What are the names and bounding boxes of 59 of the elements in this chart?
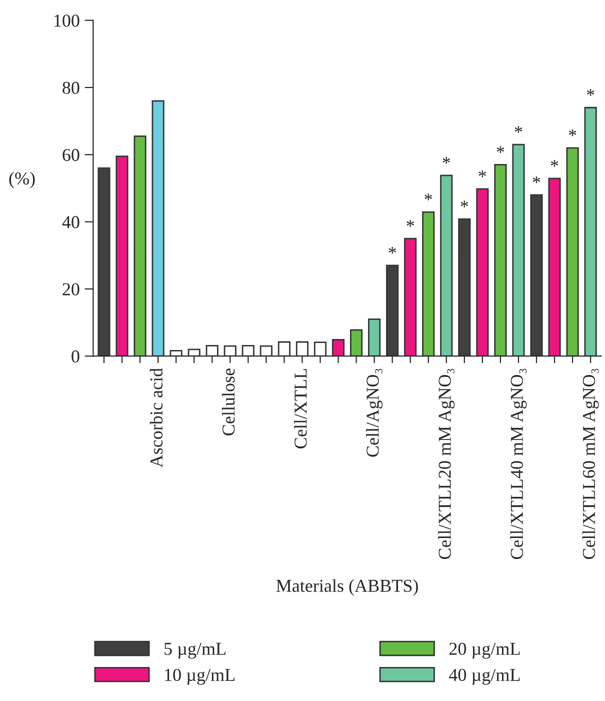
data-label: *: [388, 247, 396, 254]
bar: [476, 188, 489, 356]
bar: [386, 264, 399, 356]
data-label: *: [568, 129, 576, 136]
bar: [152, 100, 164, 356]
y-tick-label: 100: [54, 14, 80, 27]
data-label: *: [442, 157, 450, 164]
x-tick-label: Cell/AgNO₃: [366, 368, 383, 457]
bar: [422, 211, 435, 356]
data-label: *: [424, 194, 432, 200]
data-label: *: [586, 89, 594, 96]
bar: [548, 178, 561, 356]
bar: [368, 318, 381, 356]
legend-label: 5 µg/mL: [164, 642, 226, 659]
data-label: *: [550, 160, 558, 167]
bar: [116, 156, 128, 356]
x-tick-label: Cell/XTLL: [294, 368, 307, 448]
bar: [584, 106, 597, 356]
bar: [224, 345, 236, 356]
bar: [404, 238, 417, 356]
bar: [314, 342, 327, 356]
bar: [458, 218, 471, 356]
bar: [98, 167, 110, 356]
legend-label: 20 µg/mL: [449, 642, 520, 659]
data-label: *: [532, 176, 540, 184]
x-tick-label: Ascorbic acid: [150, 368, 163, 468]
bar: [350, 329, 363, 356]
bar: [206, 345, 218, 356]
legend-label: 10 µg/mL: [165, 668, 235, 685]
y-axis-title: (%): [9, 172, 35, 188]
bar: [332, 338, 345, 356]
bar: [242, 345, 254, 356]
data-label: *: [406, 220, 414, 227]
x-tick-label: Cell/XTLL40 mM AgNO₃: [510, 368, 527, 560]
legend-label: 40 µg/mL: [449, 668, 520, 685]
data-label: *: [478, 170, 486, 178]
y-tick-label: 80: [62, 82, 80, 94]
bar: [260, 345, 272, 356]
y-tick-label: 40: [62, 216, 80, 228]
x-axis-title: Materials (ABBTS): [276, 579, 418, 596]
bar: [530, 194, 543, 356]
y-tick-label: 60: [62, 148, 80, 162]
bar: [494, 164, 507, 356]
y-tick-label: 0: [72, 350, 80, 363]
bar: [512, 144, 525, 356]
y-tick-label: 20: [62, 283, 80, 296]
data-label: *: [514, 126, 522, 133]
data-label: *: [460, 200, 468, 208]
bar: [566, 147, 579, 356]
bar: [278, 341, 290, 356]
bar: [296, 341, 308, 356]
x-tick-label: Cellulose: [222, 368, 235, 436]
x-tick-label: Cell/XTLL20 mM AgNO₃: [438, 368, 455, 560]
bar: [170, 350, 182, 356]
bar: [440, 174, 453, 356]
x-tick-label: Cell/XTLL60 mM AgNO₃: [582, 368, 599, 560]
bar: [134, 135, 146, 356]
data-label: *: [496, 146, 504, 153]
bar: [188, 348, 200, 356]
